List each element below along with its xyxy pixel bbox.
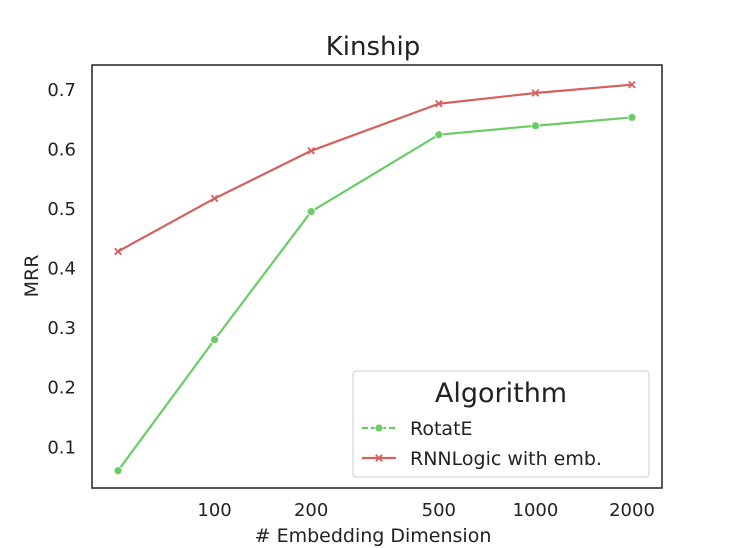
y-tick-label: 0.4 [47,259,76,280]
plot-area [91,64,663,489]
y-tick-label: 0.2 [47,378,76,399]
plot-frame [91,64,663,489]
data-point-rotate [627,113,637,122]
data-point-rnnlogic [307,146,315,155]
y-axis-label: MRR [21,255,43,298]
data-point-rnnlogic [435,99,443,108]
x-tick-label: 500 [422,500,456,521]
data-point-rnnlogic [114,247,122,256]
x-axis: 100 200 500 1000 2000 [197,500,655,521]
data-point-rnnlogic [628,80,636,89]
legend-label-rotate: RotatE [410,418,473,440]
data-point-rotate [113,466,123,476]
x-tick-label: 200 [294,500,328,521]
legend-items: RotatE RNNLogic with emb. [362,418,602,470]
data-point-rotate [210,335,219,345]
legend-box [352,370,650,478]
series-lines [117,83,633,472]
legend-marker-rotate [374,423,384,433]
x-tick-label: 100 [197,500,231,521]
data-point-rnnlogic [210,194,219,203]
legend: Algorithm RotatE RNNLogic with emb. [352,370,650,478]
legend-label-rnnlogic: RNNLogic with emb. [410,448,602,470]
x-tick-label: 1000 [513,500,559,521]
y-tick-label: 0.6 [47,139,76,160]
legend-title: Algorithm [435,378,567,409]
y-tick-label: 0.5 [47,199,76,220]
chart-title: Kinship [326,32,421,62]
data-point-rnnlogic [531,89,540,97]
data-point-rotate [434,130,444,140]
x-axis-label: # Embedding Dimension [255,525,492,547]
series-markers [113,80,637,476]
y-tick-label: 0.1 [47,437,76,458]
y-axis: 0.1 0.2 0.3 0.4 0.5 0.6 0.7 [47,80,76,458]
series-line-rotate [117,116,633,472]
x-tick-label: 2000 [609,500,655,521]
data-point-rotate [531,121,540,131]
data-point-rotate [306,207,316,216]
series-line-rnnlogic [117,83,633,253]
legend-marker-rnnlogic [375,454,383,462]
y-tick-label: 0.3 [47,318,76,339]
y-tick-label: 0.7 [47,80,76,101]
